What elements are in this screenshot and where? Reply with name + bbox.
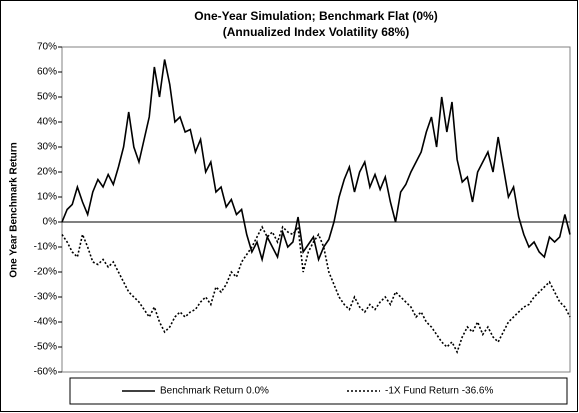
y-tick-label: 30%: [37, 142, 57, 153]
chart-title: One-Year Simulation; Benchmark Flat (0%): [194, 9, 437, 23]
y-tick-label: 50%: [37, 92, 57, 103]
y-tick-label: 60%: [37, 67, 57, 78]
y-tick-label: -40%: [34, 317, 57, 328]
y-tick-label: -30%: [34, 292, 57, 303]
y-tick-label: -10%: [34, 242, 57, 253]
y-tick-label: -60%: [34, 367, 57, 378]
y-tick-label: 20%: [37, 167, 57, 178]
series-line: [61, 59, 571, 263]
y-tick-label: 10%: [37, 192, 57, 203]
y-axis-label: One Year Benchmark Return: [9, 142, 20, 277]
y-tick-label: -50%: [34, 342, 57, 353]
y-tick-label: 0%: [43, 217, 58, 228]
series-line: [61, 224, 571, 355]
plot-area: [61, 46, 571, 373]
y-tick-label: 70%: [37, 42, 57, 53]
y-tick-label: -20%: [34, 267, 57, 278]
y-tick-label: 40%: [37, 117, 57, 128]
legend-label: -1X Fund Return -36.6%: [385, 386, 493, 397]
legend-label: Benchmark Return 0.0%: [160, 386, 269, 397]
chart-subtitle: (Annualized Index Volatility 68%): [223, 25, 409, 39]
